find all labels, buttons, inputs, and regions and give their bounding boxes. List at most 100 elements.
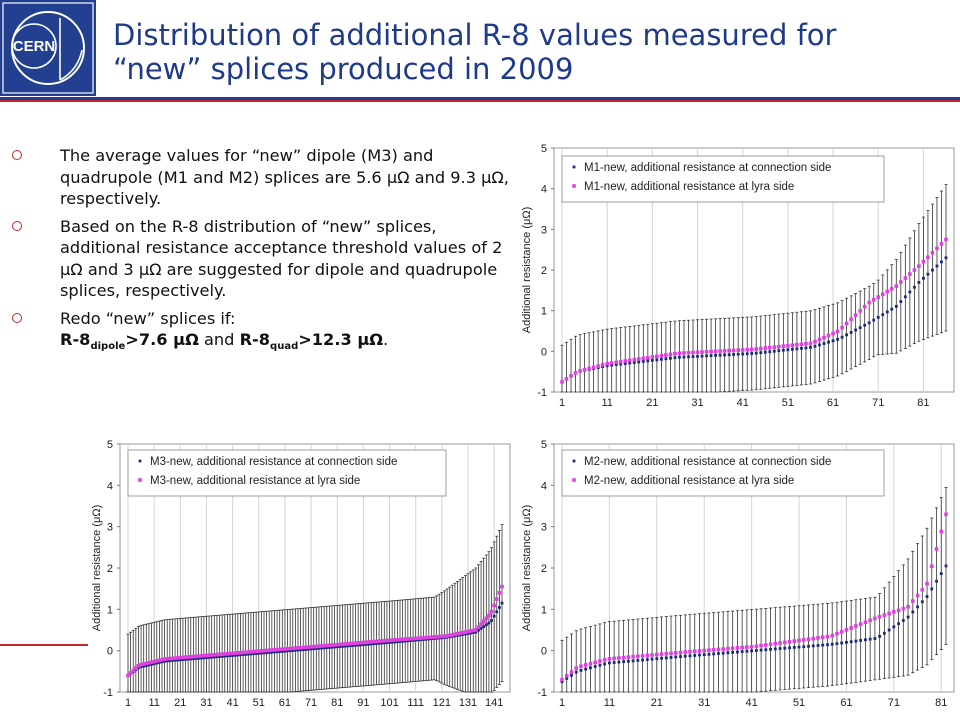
data-point <box>603 662 607 666</box>
data-point <box>840 335 844 339</box>
data-point <box>351 644 355 647</box>
legend-box <box>561 449 885 497</box>
data-point <box>395 640 399 644</box>
data-point <box>877 614 882 619</box>
data-point <box>626 655 631 659</box>
x-tick-label: 81 <box>331 697 343 709</box>
data-point <box>474 628 478 632</box>
data-point <box>730 646 735 651</box>
data-point <box>317 644 321 649</box>
data-point <box>736 650 739 654</box>
x-tick-label: 71 <box>872 397 884 409</box>
data-point <box>354 643 357 647</box>
data-point <box>772 345 777 349</box>
data-point <box>199 654 204 658</box>
data-point <box>147 663 151 667</box>
data-point <box>641 356 646 361</box>
data-point <box>262 651 266 655</box>
data-point <box>754 347 759 351</box>
data-point <box>894 304 898 308</box>
data-point <box>659 652 664 656</box>
data-point <box>372 642 376 646</box>
data-point <box>631 659 635 663</box>
data-point <box>197 656 201 660</box>
data-point <box>797 638 801 643</box>
data-point <box>304 645 308 650</box>
data-point <box>560 380 564 384</box>
data-point <box>196 654 201 658</box>
data-point <box>139 665 143 669</box>
data-point <box>939 529 944 534</box>
data-point <box>799 342 804 347</box>
series-lyra-side <box>560 237 948 384</box>
data-point <box>821 643 825 647</box>
data-point <box>858 326 862 330</box>
data-point <box>388 641 391 644</box>
data-point <box>275 647 279 652</box>
data-point <box>301 645 306 650</box>
y-tick-label: 1 <box>541 306 547 318</box>
data-point <box>413 636 418 641</box>
x-tick-label: 61 <box>279 697 291 709</box>
data-point <box>236 651 240 655</box>
data-point <box>160 660 164 664</box>
data-point <box>218 655 221 658</box>
legend-marker <box>138 478 142 482</box>
data-point <box>455 631 460 636</box>
data-point <box>319 644 324 648</box>
data-point <box>881 313 885 317</box>
data-point <box>233 653 237 657</box>
data-point <box>809 345 812 349</box>
data-point <box>312 647 316 651</box>
data-point <box>836 338 839 341</box>
data-point <box>716 647 721 652</box>
data-point <box>899 280 903 284</box>
legend-box <box>127 449 447 497</box>
data-point <box>270 648 274 652</box>
data-point <box>781 344 786 348</box>
data-point <box>885 310 889 314</box>
data-point <box>646 355 650 360</box>
data-point <box>228 654 232 658</box>
legend-marker <box>572 459 576 463</box>
data-point <box>398 637 402 642</box>
bullet-text: Based on the R-8 distribution of “new” s… <box>60 216 503 301</box>
data-point <box>460 630 465 635</box>
data-point <box>897 622 900 626</box>
data-point <box>429 635 434 640</box>
data-point <box>863 620 868 625</box>
data-point <box>926 255 930 260</box>
data-point <box>335 645 339 649</box>
data-point <box>249 650 253 654</box>
data-point <box>309 647 313 651</box>
data-point <box>385 641 389 645</box>
x-tick-label: 41 <box>746 697 758 709</box>
data-point <box>632 361 636 364</box>
data-point <box>783 640 787 645</box>
data-point <box>795 347 799 351</box>
data-point <box>934 547 939 551</box>
data-point <box>361 643 365 646</box>
data-point <box>818 343 821 347</box>
bullet-item: Redo “new” splices if: R-8dipole>7.6 μΩ … <box>12 308 517 358</box>
y-axis-label: Additional resistance (μΩ) <box>91 505 103 631</box>
data-point <box>926 272 930 276</box>
y-tick-label: -1 <box>537 387 547 399</box>
data-point <box>358 640 363 645</box>
data-point <box>835 329 840 334</box>
data-point <box>707 652 711 656</box>
data-point <box>262 648 266 653</box>
data-point <box>844 628 849 632</box>
data-point <box>212 653 217 657</box>
data-point <box>296 648 300 652</box>
bullet-circle-icon <box>12 150 22 160</box>
data-point <box>808 341 813 346</box>
data-point <box>612 661 616 664</box>
slide-title: Distribution of additional R-8 values me… <box>113 18 953 86</box>
data-point <box>673 651 678 655</box>
data-point <box>777 349 781 353</box>
data-point <box>607 657 612 661</box>
data-point <box>424 635 428 640</box>
data-point <box>144 664 148 667</box>
data-point <box>691 350 695 355</box>
